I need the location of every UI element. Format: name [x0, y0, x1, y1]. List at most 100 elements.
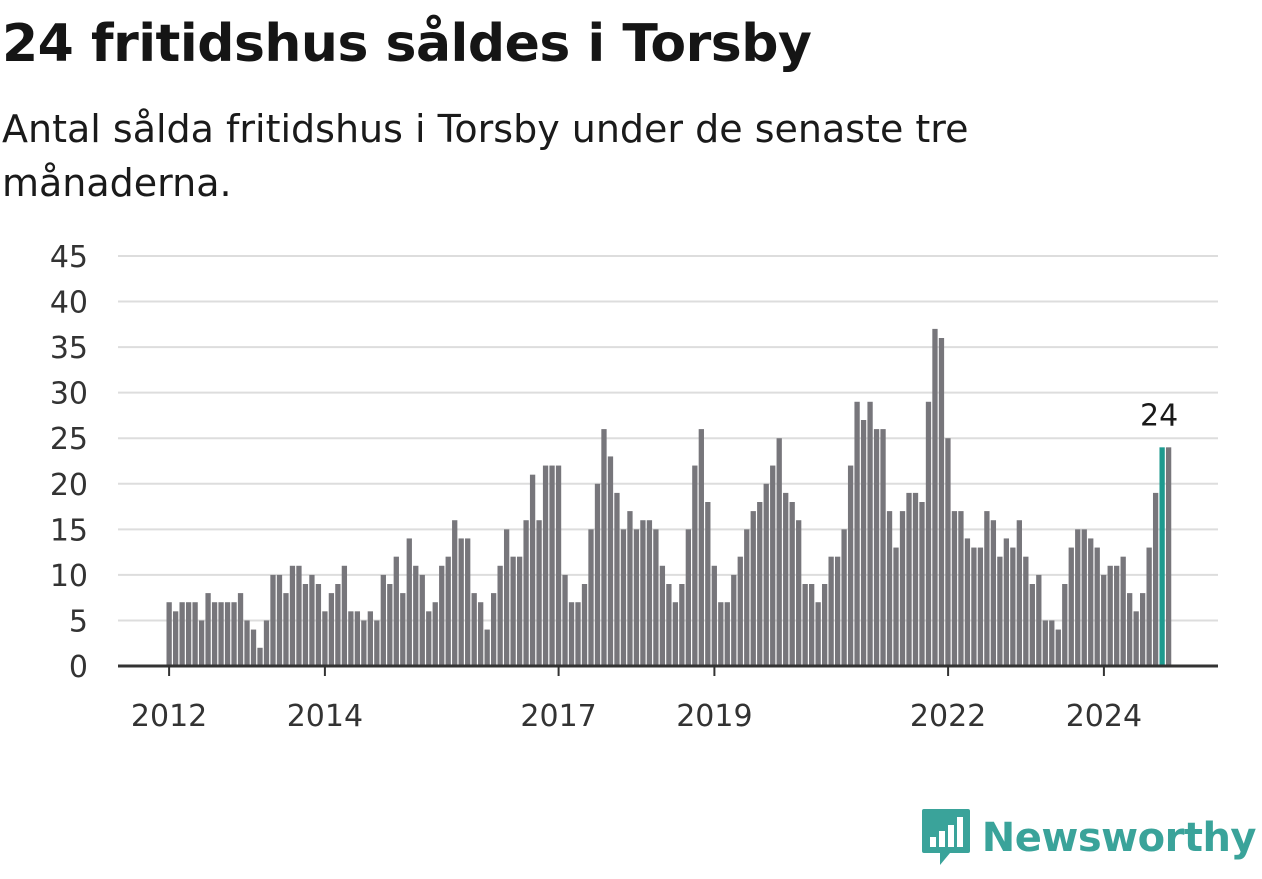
x-tick-label: 2017: [520, 699, 596, 734]
bar: [724, 602, 730, 666]
bar: [951, 511, 958, 666]
bar: [1068, 547, 1074, 666]
bar: [192, 602, 198, 666]
bar: [841, 529, 847, 666]
bar: [588, 529, 594, 666]
bar: [529, 474, 536, 666]
bar: [809, 584, 815, 666]
bar: [815, 602, 821, 666]
bar: [166, 602, 172, 666]
bar: [322, 611, 328, 666]
brand-logo: Newsworthy: [920, 807, 1257, 869]
bar: [1127, 593, 1133, 666]
bar: [802, 584, 808, 666]
bar: [984, 511, 990, 666]
bar: [847, 465, 854, 666]
bar: [361, 620, 367, 666]
bar: [1049, 620, 1055, 666]
bar: [1088, 538, 1094, 666]
bar: [575, 602, 581, 666]
bar: [977, 547, 984, 666]
annotation: 24: [1140, 398, 1178, 433]
bar: [516, 556, 523, 666]
bar: [666, 584, 672, 666]
bar: [341, 565, 348, 666]
bar: [432, 602, 438, 666]
bar: [659, 565, 666, 666]
bar: [789, 502, 795, 666]
bar: [367, 611, 373, 666]
bar: [413, 565, 419, 666]
bar: [1010, 547, 1016, 666]
bar: [503, 529, 510, 666]
bar: [627, 511, 633, 666]
bar: [231, 602, 237, 666]
x-axis: 2012 2014 2017 2019 2022 2024: [118, 664, 1218, 734]
bar: [594, 483, 601, 666]
bar: [555, 465, 562, 666]
bar: [510, 556, 516, 666]
bar: [834, 556, 841, 666]
bar: [568, 602, 575, 666]
y-tick-label: 5: [69, 604, 88, 639]
bar: [880, 429, 886, 666]
bar: [491, 593, 497, 666]
bar: [1101, 574, 1107, 666]
x-tick-label: 2024: [1066, 699, 1142, 734]
bar: [205, 593, 211, 666]
bar: [497, 565, 503, 666]
bar: [1029, 584, 1035, 666]
bar: [854, 401, 860, 666]
bar: [731, 574, 737, 666]
bar: [770, 465, 776, 666]
bar: [938, 338, 945, 666]
bar: [1152, 492, 1159, 666]
bar: [711, 565, 717, 666]
y-tick-label: 35: [50, 331, 88, 366]
y-tick-label: 20: [50, 468, 88, 503]
bar: [796, 520, 802, 666]
bar: [439, 565, 445, 666]
bar: [607, 456, 614, 666]
bar: [542, 465, 549, 666]
x-tick-label: 2012: [131, 699, 207, 734]
bar: [1075, 529, 1081, 666]
bar: [315, 584, 322, 666]
bar: [821, 584, 828, 666]
bar: [296, 565, 302, 666]
bar: [1120, 556, 1126, 666]
bar: [867, 401, 873, 666]
bar: [354, 611, 361, 666]
bar: [653, 529, 659, 666]
bar: [718, 602, 724, 666]
bar: [237, 593, 244, 666]
bar: [445, 556, 451, 666]
x-tick-label: 2014: [287, 699, 363, 734]
bar: [698, 429, 704, 666]
bar: [179, 602, 185, 666]
bar: [400, 593, 406, 666]
bar: [886, 511, 893, 666]
highlight-bar: [1159, 447, 1165, 666]
bar: [263, 620, 270, 666]
bar: [419, 574, 425, 666]
bar: [932, 328, 938, 666]
bar: [633, 529, 640, 666]
bar: [380, 574, 386, 666]
bar: [899, 511, 906, 666]
y-tick-label: 25: [50, 422, 88, 457]
bar: [426, 611, 432, 666]
bar: [1146, 547, 1152, 666]
chart-subtitle: Antal sålda fritidshus i Torsby under de…: [2, 107, 969, 205]
bar: [685, 529, 691, 666]
bar: [471, 593, 477, 666]
y-tick-label: 30: [50, 377, 88, 412]
bar: [971, 547, 977, 666]
bar: [562, 574, 568, 666]
bar: [906, 492, 912, 666]
bar: [1107, 565, 1113, 666]
bar: [620, 529, 627, 666]
bar: [250, 629, 257, 666]
bar: [406, 538, 412, 666]
bar: [614, 492, 620, 666]
